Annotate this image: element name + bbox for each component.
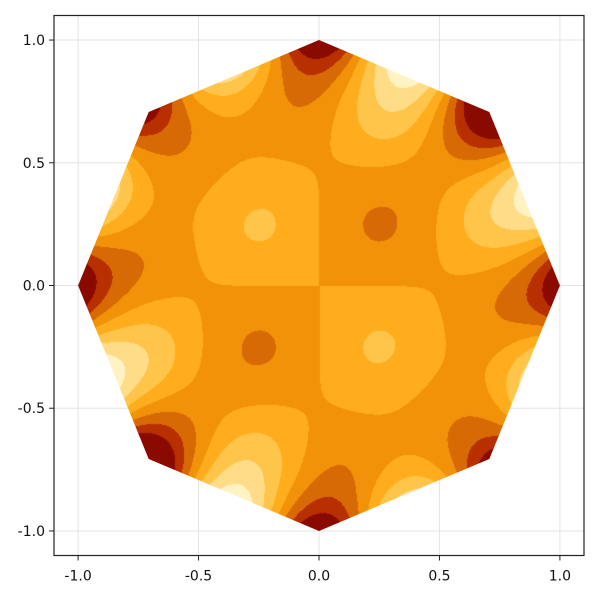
y-tick-label: -0.5 bbox=[18, 401, 45, 417]
y-tick-label: 0.5 bbox=[23, 156, 45, 172]
y-tick-label: -1.0 bbox=[18, 524, 45, 540]
ticks bbox=[49, 39, 561, 561]
y-tick-labels: -1.0 -0.5 0.0 0.5 1.0 bbox=[18, 33, 45, 540]
x-tick-label: 0.0 bbox=[308, 569, 330, 585]
x-tick-label: 0.5 bbox=[428, 569, 450, 585]
x-tick-labels: -1.0 -0.5 0.0 0.5 1.0 bbox=[64, 569, 571, 585]
x-tick-label: 1.0 bbox=[549, 569, 571, 585]
y-tick-label: 1.0 bbox=[23, 33, 45, 49]
x-tick-label: -0.5 bbox=[185, 569, 212, 585]
x-tick-label: -1.0 bbox=[64, 569, 91, 585]
y-tick-label: 0.0 bbox=[23, 279, 45, 295]
